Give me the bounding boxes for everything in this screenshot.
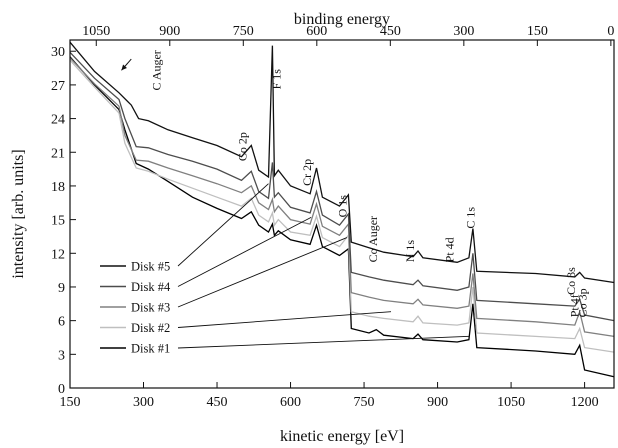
peak-label-f1s: F 1s [270, 69, 284, 90]
auger-arrow-head [121, 64, 127, 71]
x2-tick-label: 0 [607, 24, 614, 39]
peak-label-cauger: C Auger [150, 50, 164, 90]
series-line-disk1 [69, 56, 615, 378]
legend-label: Disk #1 [131, 342, 170, 356]
y-tick-label: 0 [58, 382, 65, 397]
peak-label-c1s: C 1s [463, 207, 477, 229]
y-tick-label: 6 [58, 315, 65, 330]
x2-tick-label: 150 [527, 24, 548, 39]
x-tick-label: 150 [60, 395, 81, 410]
peak-label-co3s: Co 3s [564, 267, 578, 295]
series-line-disk3 [69, 57, 615, 338]
peak-label-cr2p: Cr 2p [300, 159, 314, 186]
x2-tick-label: 900 [159, 24, 180, 39]
x2-tick-label: 600 [306, 24, 327, 39]
legend-label: Disk #2 [131, 321, 170, 335]
series-line-disk4 [69, 51, 615, 322]
y-axis-title: intensity [arb. units] [10, 149, 27, 278]
y-tick-label: 15 [51, 214, 65, 229]
x2-tick-label: 750 [233, 24, 254, 39]
x-tick-label: 750 [354, 395, 375, 410]
x-axis-title: kinetic energy [eV] [280, 428, 404, 445]
peak-label-o1s: O 1s [335, 195, 349, 218]
x-tick-label: 450 [207, 395, 228, 410]
x-tick-label: 1200 [571, 395, 599, 410]
legend-label: Disk #4 [131, 280, 171, 294]
series-layer [69, 41, 615, 378]
peak-label-co3p: Co 3p [576, 288, 590, 317]
peak-label-coauger: Co Auger [366, 216, 380, 262]
x-tick-label: 1050 [497, 395, 525, 410]
x2-axis-title: binding energy [294, 11, 390, 28]
x-tick-label: 900 [427, 395, 448, 410]
y-tick-label: 3 [58, 348, 65, 363]
legend: Disk #5 Disk #4 Disk #3 Disk #2 Disk #1 [100, 183, 470, 356]
legend-leader-line [177, 216, 312, 287]
x2-tick-label: 300 [453, 24, 474, 39]
y-tick-label: 24 [51, 113, 65, 128]
legend-leader-line [177, 335, 470, 349]
y-tick-label: 27 [51, 79, 65, 94]
y-tick-label: 21 [51, 146, 65, 161]
legend-leader-line [177, 237, 348, 308]
y-tick-label: 9 [58, 281, 65, 296]
x2-tick-label: 450 [380, 24, 401, 39]
y-tick-label: 18 [51, 180, 65, 195]
series-line-disk2 [69, 59, 615, 353]
peak-label-co2p: Co 2p [235, 132, 249, 161]
legend-leader-line [177, 183, 269, 267]
y-tick-label: 12 [51, 247, 65, 262]
x2-tick-label: 1050 [82, 24, 110, 39]
legend-leader-line [177, 311, 392, 328]
plot-frame [69, 39, 615, 389]
peak-label-n1s: N 1s [403, 240, 417, 263]
legend-label: Disk #3 [131, 301, 170, 315]
legend-label: Disk #5 [131, 260, 170, 274]
peak-label-pt4f: Pt 4f [568, 294, 582, 317]
series-line-disk5 [69, 41, 615, 284]
x-tick-label: 300 [133, 395, 154, 410]
y-tick-label: 30 [51, 45, 65, 60]
axes: 150 300 450 600 750 900 1050 120003691215182124… [51, 24, 614, 410]
peak-label-pt4d: Pt 4d [442, 237, 456, 262]
annotation-layer: C Auger F 1s Co 2p Cr 2p O 1s Co Auger N 1s Pt … [121, 50, 590, 317]
x-tick-label: 600 [280, 395, 301, 410]
